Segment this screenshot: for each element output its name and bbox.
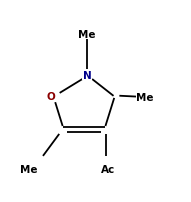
Text: N: N xyxy=(83,70,91,80)
Text: Me: Me xyxy=(78,29,96,39)
Text: Me: Me xyxy=(136,92,154,102)
Text: Ac: Ac xyxy=(101,164,115,174)
Text: Me: Me xyxy=(20,164,37,174)
Text: O: O xyxy=(47,92,56,102)
